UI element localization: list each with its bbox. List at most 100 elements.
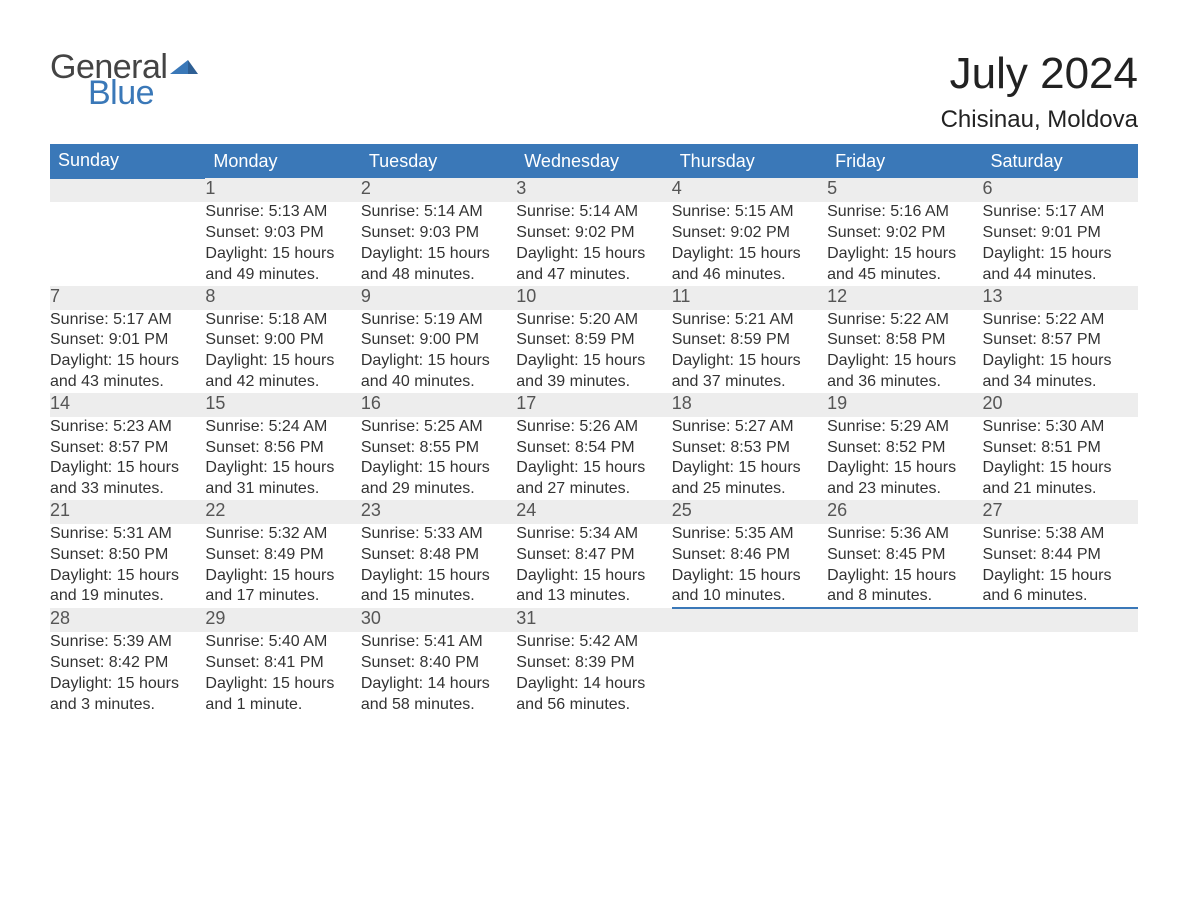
sunset-text: Sunset: 8:47 PM	[516, 545, 671, 566]
logo: General Blue	[50, 50, 198, 110]
sunrise-text: Sunrise: 5:13 AM	[205, 202, 360, 223]
weekday-header: Friday	[827, 144, 982, 178]
weekday-header: Tuesday	[361, 144, 516, 178]
sunrise-text: Sunrise: 5:23 AM	[50, 417, 205, 438]
weekday-header: Wednesday	[516, 144, 671, 178]
day-number-row: 78910111213	[50, 286, 1138, 310]
day-cell: Sunrise: 5:31 AMSunset: 8:50 PMDaylight:…	[50, 524, 205, 608]
day-cell: Sunrise: 5:34 AMSunset: 8:47 PMDaylight:…	[516, 524, 671, 608]
sunset-text: Sunset: 8:39 PM	[516, 653, 671, 674]
sunset-text: Sunset: 8:42 PM	[50, 653, 205, 674]
day-cell: Sunrise: 5:38 AMSunset: 8:44 PMDaylight:…	[983, 524, 1138, 608]
daylight-text: Daylight: 15 hours and 27 minutes.	[516, 458, 671, 500]
sunrise-text: Sunrise: 5:29 AM	[827, 417, 982, 438]
day-number: 31	[516, 608, 671, 632]
sunrise-text: Sunrise: 5:14 AM	[361, 202, 516, 223]
sunrise-text: Sunrise: 5:31 AM	[50, 524, 205, 545]
sunset-text: Sunset: 9:01 PM	[983, 223, 1138, 244]
sunrise-text: Sunrise: 5:15 AM	[672, 202, 827, 223]
day-number: 30	[361, 608, 516, 632]
sunrise-text: Sunrise: 5:22 AM	[827, 310, 982, 331]
day-body-row: Sunrise: 5:39 AMSunset: 8:42 PMDaylight:…	[50, 632, 1138, 715]
day-number: 25	[672, 500, 827, 524]
daylight-text: Daylight: 15 hours and 29 minutes.	[361, 458, 516, 500]
day-cell	[50, 202, 205, 285]
daylight-text: Daylight: 15 hours and 23 minutes.	[827, 458, 982, 500]
day-number: 17	[516, 393, 671, 417]
daylight-text: Daylight: 15 hours and 3 minutes.	[50, 674, 205, 716]
day-number: 5	[827, 178, 982, 202]
sunset-text: Sunset: 9:01 PM	[50, 330, 205, 351]
day-cell: Sunrise: 5:29 AMSunset: 8:52 PMDaylight:…	[827, 417, 982, 500]
sunset-text: Sunset: 8:57 PM	[50, 438, 205, 459]
day-cell: Sunrise: 5:17 AMSunset: 9:01 PMDaylight:…	[983, 202, 1138, 285]
sunrise-text: Sunrise: 5:16 AM	[827, 202, 982, 223]
day-number: 26	[827, 500, 982, 524]
daylight-text: Daylight: 15 hours and 39 minutes.	[516, 351, 671, 393]
page: General Blue July 2024 Chisinau, Moldova…	[0, 0, 1188, 755]
day-cell: Sunrise: 5:24 AMSunset: 8:56 PMDaylight:…	[205, 417, 360, 500]
day-number-row: 21222324252627	[50, 500, 1138, 524]
day-cell: Sunrise: 5:18 AMSunset: 9:00 PMDaylight:…	[205, 310, 360, 393]
sunset-text: Sunset: 8:56 PM	[205, 438, 360, 459]
daylight-text: Daylight: 15 hours and 6 minutes.	[983, 566, 1138, 608]
sunset-text: Sunset: 8:49 PM	[205, 545, 360, 566]
day-number: 21	[50, 500, 205, 524]
day-cell: Sunrise: 5:22 AMSunset: 8:58 PMDaylight:…	[827, 310, 982, 393]
weekday-header: Thursday	[672, 144, 827, 178]
daylight-text: Daylight: 15 hours and 1 minute.	[205, 674, 360, 716]
day-number: 1	[205, 178, 360, 202]
sunset-text: Sunset: 9:00 PM	[361, 330, 516, 351]
daylight-text: Daylight: 15 hours and 13 minutes.	[516, 566, 671, 608]
sunrise-text: Sunrise: 5:26 AM	[516, 417, 671, 438]
sunset-text: Sunset: 8:46 PM	[672, 545, 827, 566]
header: General Blue July 2024 Chisinau, Moldova	[50, 50, 1138, 134]
day-cell: Sunrise: 5:32 AMSunset: 8:49 PMDaylight:…	[205, 524, 360, 608]
logo-text-blue: Blue	[88, 76, 198, 110]
day-cell: Sunrise: 5:25 AMSunset: 8:55 PMDaylight:…	[361, 417, 516, 500]
daylight-text: Daylight: 15 hours and 19 minutes.	[50, 566, 205, 608]
day-body-row: Sunrise: 5:23 AMSunset: 8:57 PMDaylight:…	[50, 417, 1138, 500]
day-cell: Sunrise: 5:39 AMSunset: 8:42 PMDaylight:…	[50, 632, 205, 715]
day-cell: Sunrise: 5:13 AMSunset: 9:03 PMDaylight:…	[205, 202, 360, 285]
daylight-text: Daylight: 15 hours and 43 minutes.	[50, 351, 205, 393]
weekday-header: Saturday	[983, 144, 1138, 178]
day-cell: Sunrise: 5:36 AMSunset: 8:45 PMDaylight:…	[827, 524, 982, 608]
day-number: 3	[516, 178, 671, 202]
daylight-text: Daylight: 15 hours and 10 minutes.	[672, 566, 827, 608]
sunrise-text: Sunrise: 5:35 AM	[672, 524, 827, 545]
daylight-text: Daylight: 15 hours and 49 minutes.	[205, 244, 360, 286]
day-number: 15	[205, 393, 360, 417]
day-number: 16	[361, 393, 516, 417]
daylight-text: Daylight: 15 hours and 33 minutes.	[50, 458, 205, 500]
calendar-table: Sunday Monday Tuesday Wednesday Thursday…	[50, 144, 1138, 715]
day-cell: Sunrise: 5:15 AMSunset: 9:02 PMDaylight:…	[672, 202, 827, 285]
daylight-text: Daylight: 15 hours and 42 minutes.	[205, 351, 360, 393]
sunrise-text: Sunrise: 5:38 AM	[983, 524, 1138, 545]
location-subtitle: Chisinau, Moldova	[941, 106, 1138, 134]
sunset-text: Sunset: 8:59 PM	[672, 330, 827, 351]
daylight-text: Daylight: 15 hours and 45 minutes.	[827, 244, 982, 286]
daylight-text: Daylight: 15 hours and 37 minutes.	[672, 351, 827, 393]
sunrise-text: Sunrise: 5:30 AM	[983, 417, 1138, 438]
sunset-text: Sunset: 8:55 PM	[361, 438, 516, 459]
sunset-text: Sunset: 8:45 PM	[827, 545, 982, 566]
sunset-text: Sunset: 8:57 PM	[983, 330, 1138, 351]
day-body-row: Sunrise: 5:13 AMSunset: 9:03 PMDaylight:…	[50, 202, 1138, 285]
page-title: July 2024	[941, 50, 1138, 98]
sunrise-text: Sunrise: 5:42 AM	[516, 632, 671, 653]
calendar-body: 123456Sunrise: 5:13 AMSunset: 9:03 PMDay…	[50, 178, 1138, 715]
daylight-text: Daylight: 15 hours and 25 minutes.	[672, 458, 827, 500]
sunset-text: Sunset: 8:50 PM	[50, 545, 205, 566]
daylight-text: Daylight: 15 hours and 44 minutes.	[983, 244, 1138, 286]
day-number: 18	[672, 393, 827, 417]
day-cell: Sunrise: 5:26 AMSunset: 8:54 PMDaylight:…	[516, 417, 671, 500]
day-number: 14	[50, 393, 205, 417]
sunset-text: Sunset: 9:02 PM	[827, 223, 982, 244]
day-cell: Sunrise: 5:42 AMSunset: 8:39 PMDaylight:…	[516, 632, 671, 715]
daylight-text: Daylight: 15 hours and 47 minutes.	[516, 244, 671, 286]
day-number: 29	[205, 608, 360, 632]
weekday-header: Monday	[205, 144, 360, 178]
day-cell	[672, 632, 827, 715]
sunset-text: Sunset: 8:54 PM	[516, 438, 671, 459]
